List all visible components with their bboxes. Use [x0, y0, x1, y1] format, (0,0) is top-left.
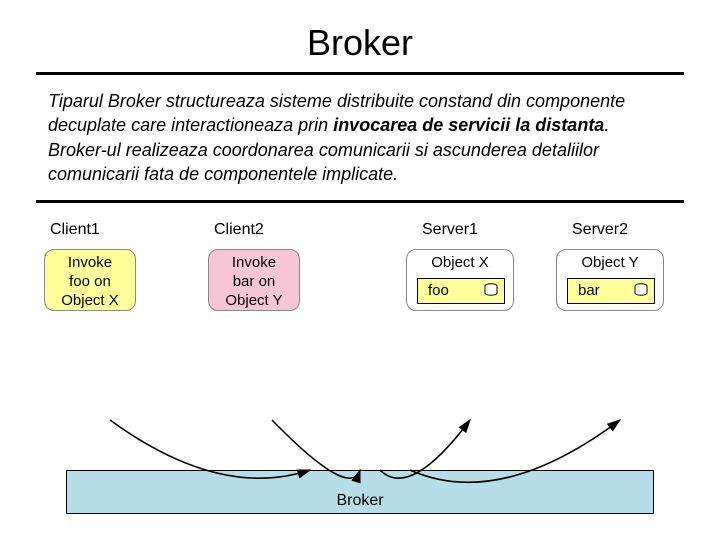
desc-bold: invocarea de servicii la distanta [333, 115, 604, 135]
label-client2: Client2 [214, 221, 264, 239]
server1-method-label: foo [428, 282, 449, 299]
cylinder-icon [484, 283, 498, 297]
server2-method-label: bar [578, 282, 600, 299]
label-server1: Server1 [422, 221, 478, 239]
server1-box: Object X foo [406, 249, 514, 311]
client2-l3: Object Y [209, 292, 299, 311]
client1-l1: Invoke [45, 254, 135, 273]
server2-box: Object Y bar [556, 249, 664, 311]
cylinder-icon [634, 283, 648, 297]
server1-obj: Object X [407, 254, 513, 271]
client2-l2: bar on [209, 273, 299, 292]
description-paragraph: Tiparul Broker structureaza sisteme dist… [48, 89, 672, 186]
hr-top [36, 72, 684, 75]
server2-method: bar [567, 278, 655, 304]
broker-label: Broker [0, 492, 720, 510]
page-title: Broker [0, 0, 720, 72]
label-client1: Client1 [50, 221, 100, 239]
server2-obj: Object Y [557, 254, 663, 271]
client1-box: Invoke foo on Object X [44, 249, 136, 311]
label-server2: Server2 [572, 221, 628, 239]
client2-l1: Invoke [209, 254, 299, 273]
client1-l3: Object X [45, 292, 135, 311]
hr-bottom [36, 200, 684, 203]
client1-l2: foo on [45, 273, 135, 292]
diagram-row: Client1 Invoke foo on Object X Client2 I… [36, 221, 684, 361]
server1-method: foo [417, 278, 505, 304]
client2-box: Invoke bar on Object Y [208, 249, 300, 311]
